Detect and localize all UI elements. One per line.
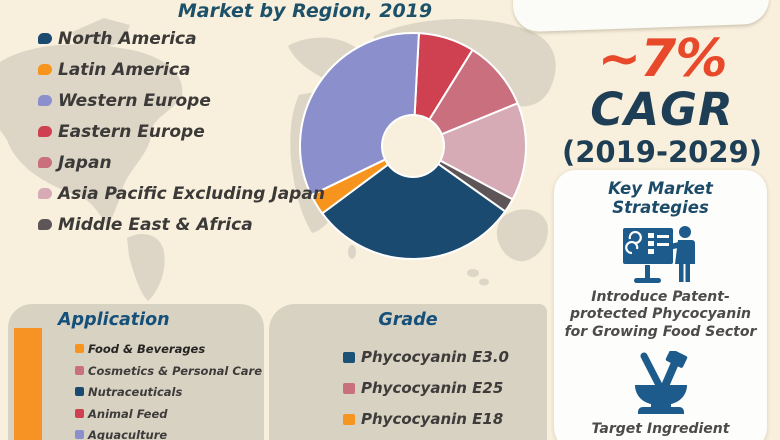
legend-bullet [75,365,84,375]
map-greenland [72,18,130,50]
legend-label: Latin America [58,60,191,80]
application-item-nutraceuticals: Nutraceuticals [75,386,262,398]
legend-bullet [343,383,355,394]
grade-legend: Phycocyanin E3.0 Phycocyanin E25 Phycocy… [343,349,509,428]
grade-item-e25: Phycocyanin E25 [343,380,509,397]
legend-item-western-europe: Western Europe [38,91,325,111]
application-title: Application [58,310,170,330]
legend-bullet [38,219,52,230]
application-legend: Food & Beverages Cosmetics & Personal Ca… [75,343,262,440]
application-item-aquaculture: Aquaculture [75,429,262,440]
cagr-block: ~7% CAGR (2019-2029) [552,33,772,167]
legend-bullet [38,126,52,137]
region-donut-chart [299,32,527,260]
map-south-america [127,234,165,301]
legend-bullet [75,408,84,418]
legend-bullet [38,157,52,168]
application-panel: Application Food & Beverages Cosmetics &… [8,304,264,440]
strategies-title: Key Market Strategies [608,179,713,217]
legend-item-japan: Japan [38,153,325,173]
legend-item-latin-america: Latin America [38,60,325,80]
legend-bullet [75,387,84,396]
legend-label: Nutraceuticals [88,385,183,399]
legend-label: Phycocyanin E3.0 [361,348,509,366]
legend-label: Middle East & Africa [58,215,253,235]
legend-label: Phycocyanin E18 [361,410,504,428]
application-item-cosmetics-personal-care: Cosmetics & Personal Care [75,365,262,377]
strategy-text-1: Introduce Patent-protected Phycocyanin f… [564,288,757,340]
presentation-board-icon [622,225,695,283]
application-bar [14,328,42,440]
legend-item-north-america: North America [38,29,325,49]
legend-bullet [38,64,52,75]
pie-slice-north-america [321,162,507,260]
legend-item-middle-east-africa: Middle East & Africa [38,215,325,235]
legend-label: Western Europe [58,91,211,111]
legend-item-eastern-europe: Eastern Europe [38,122,325,142]
mortar-pestle-icon [634,351,687,415]
application-item-food-beverages: Food & Beverages [75,343,262,355]
legend-label: Animal Feed [88,406,168,421]
legend-bullet [75,344,84,353]
application-item-animal-feed: Animal Feed [75,408,262,420]
legend-label: Food & Beverages [88,342,206,356]
region-legend: North America Latin America Western Euro… [38,29,325,235]
legend-label: Cosmetics & Personal Care [88,363,263,378]
legend-label: Aquaculture [88,428,168,440]
grade-title: Grade [378,310,438,330]
legend-bullet [343,414,355,425]
cagr-period: (2019-2029) [562,135,762,169]
grade-panel: Grade Phycocyanin E3.0 Phycocyanin E25 P… [269,304,547,440]
cagr-value: ~7% [597,29,728,89]
legend-bullet [75,430,84,439]
dish-contents [603,0,728,4]
map-island-2 [479,278,489,286]
legend-bullet [38,95,52,106]
legend-label: North America [58,29,197,49]
legend-bullet [343,352,355,363]
map-australia [496,209,548,262]
cagr-label: CAGR [590,83,734,136]
legend-label: Asia Pacific Excluding Japan [58,184,325,204]
legend-item-asia-pacific-excluding-japan: Asia Pacific Excluding Japan [38,184,325,204]
map-island-1 [467,269,479,277]
page-title: Market by Region, 2019 [177,0,433,22]
legend-label: Eastern Europe [58,122,205,142]
legend-label: Phycocyanin E25 [361,379,504,397]
legend-label: Japan [58,153,112,173]
legend-bullet [38,33,52,44]
pie-slice-western-europe [299,32,420,197]
map-island-3 [348,245,356,259]
map-north-america [0,44,183,227]
legend-bullet [38,188,52,199]
pie-slice-asia-pacific-excluding-japan [439,102,527,201]
strategy-text-2: Target Ingredient Companies [591,421,730,440]
grade-item-e30: Phycocyanin E3.0 [343,349,509,366]
key-market-strategies-panel: Key Market Strategies Intr [554,170,767,440]
grade-item-e18: Phycocyanin E18 [343,411,509,428]
